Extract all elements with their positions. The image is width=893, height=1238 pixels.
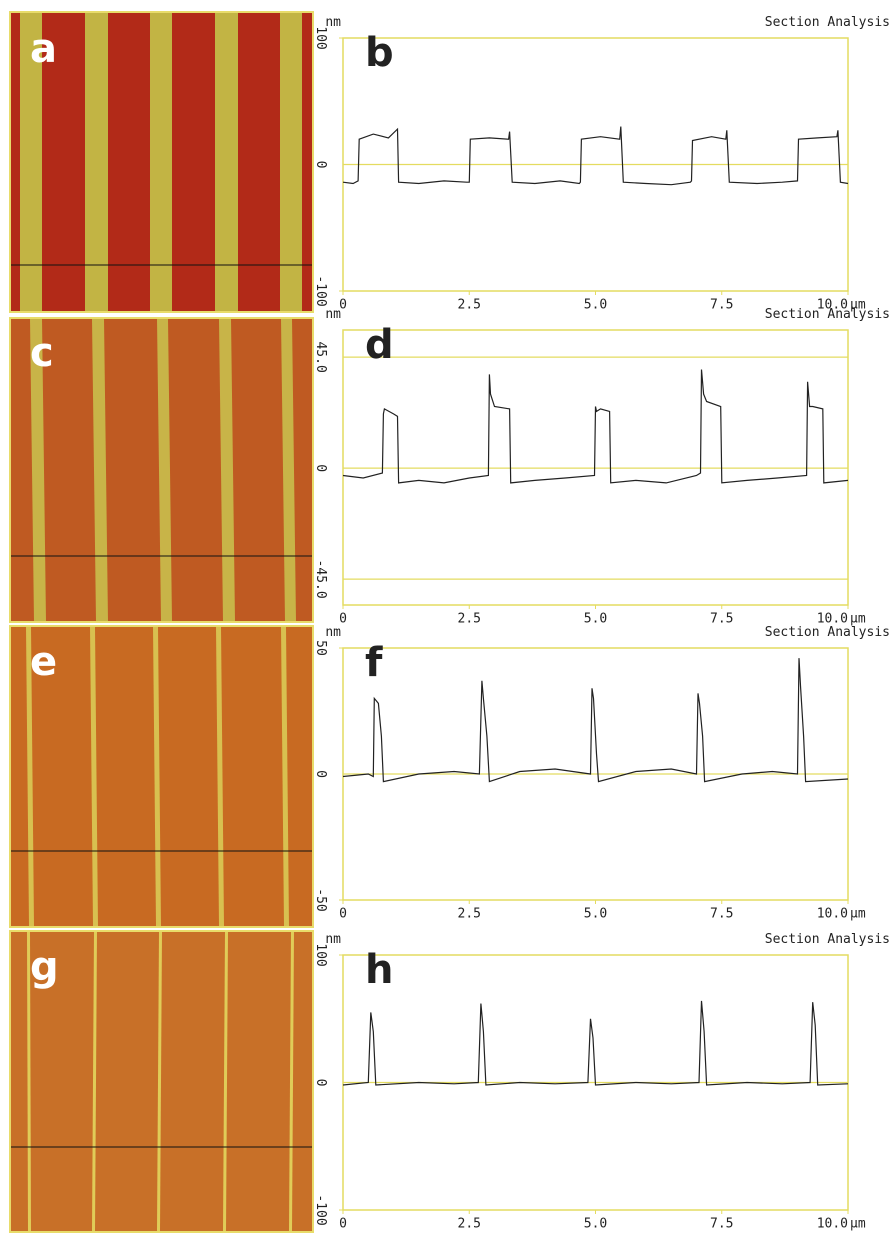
stripe (27, 932, 31, 1231)
profile-line (342, 1000, 849, 1086)
y-unit: nm (325, 307, 341, 322)
y-unit: nm (325, 932, 341, 947)
x-tick-label: 0 (339, 1217, 347, 1232)
panel-label: b (365, 30, 394, 76)
x-tick-label: 7.5 (710, 298, 733, 313)
panel-label: c (30, 330, 54, 376)
panel-label: e (30, 639, 57, 685)
profile-line (342, 369, 849, 484)
y-tick-label: -100 (313, 275, 328, 306)
y-tick-label: -45.0 (313, 560, 328, 599)
x-unit: µm (850, 1217, 866, 1232)
x-tick-label: 10.0 (817, 1217, 848, 1232)
image-frame (9, 625, 314, 928)
y-tick-label: -50 (313, 888, 328, 911)
profile-line (342, 658, 849, 783)
chart-title: Section Analysis (765, 932, 890, 947)
y-tick-label: 100 (313, 26, 328, 49)
stripe (30, 319, 46, 621)
x-tick-label: 2.5 (458, 612, 481, 627)
stripe (280, 13, 302, 311)
x-tick-label: 10.0 (817, 298, 848, 313)
stripe (20, 13, 42, 311)
panel-label: a (30, 26, 57, 72)
x-tick-label: 5.0 (584, 298, 607, 313)
x-tick-label: 2.5 (458, 298, 481, 313)
x-unit: µm (850, 298, 866, 313)
y-tick-label: 50 (313, 640, 328, 656)
x-tick-label: 0 (339, 907, 347, 922)
x-tick-label: 2.5 (458, 1217, 481, 1232)
stripe (150, 13, 172, 311)
stripe (92, 319, 108, 621)
y-unit: nm (325, 15, 341, 30)
stripe (281, 319, 296, 621)
stripe (289, 932, 294, 1231)
y-tick-label: 0 (313, 1079, 328, 1087)
x-tick-label: 7.5 (710, 907, 733, 922)
stripe (157, 932, 162, 1231)
y-tick-label: 0 (313, 770, 328, 778)
y-tick-label: 0 (313, 161, 328, 169)
stripe (157, 319, 172, 621)
x-tick-label: 5.0 (584, 612, 607, 627)
y-tick-label: -100 (313, 1194, 328, 1225)
stripe (215, 13, 238, 311)
x-tick-label: 10.0 (817, 612, 848, 627)
panel-label: f (365, 640, 383, 686)
y-tick-label: 0 (313, 464, 328, 472)
stripe (85, 13, 108, 311)
y-unit: nm (325, 625, 341, 640)
x-tick-label: 5.0 (584, 1217, 607, 1232)
x-tick-label: 5.0 (584, 907, 607, 922)
chart-title: Section Analysis (765, 625, 890, 640)
panel-label: d (365, 322, 394, 368)
panel-label: g (30, 944, 59, 990)
stripe (92, 932, 97, 1231)
chart-title: Section Analysis (765, 307, 890, 322)
panel-label: h (365, 947, 393, 993)
afm-image: c (9, 317, 314, 623)
plot-frame (342, 329, 849, 606)
x-unit: µm (850, 612, 866, 627)
afm-image: a (9, 11, 314, 313)
y-tick-label: 100 (313, 943, 328, 966)
profile-line (342, 126, 849, 186)
stripe (223, 932, 228, 1231)
chart-title: Section Analysis (765, 15, 890, 30)
afm-image: e (9, 625, 314, 928)
afm-image: g (9, 930, 314, 1233)
y-tick-label: 45.0 (313, 341, 328, 372)
x-tick-label: 7.5 (710, 1217, 733, 1232)
x-tick-label: 2.5 (458, 907, 481, 922)
x-tick-label: 10.0 (817, 907, 848, 922)
stripe (219, 319, 235, 621)
x-tick-label: 0 (339, 612, 347, 627)
x-tick-label: 0 (339, 298, 347, 313)
x-tick-label: 7.5 (710, 612, 733, 627)
x-unit: µm (850, 907, 866, 922)
